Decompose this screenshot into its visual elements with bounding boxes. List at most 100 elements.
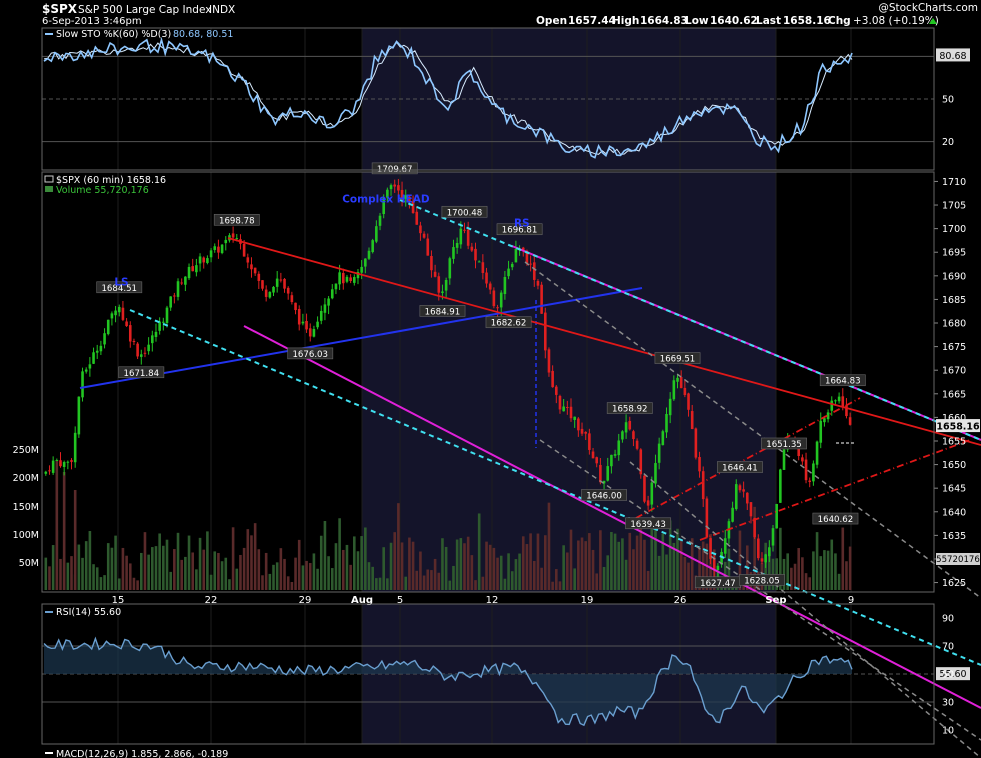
volume-bar	[661, 533, 665, 590]
candle-body	[257, 273, 261, 281]
volume-bar	[121, 547, 125, 590]
volume-bar	[353, 536, 356, 590]
volume-bar	[217, 552, 220, 590]
volume-last-label: 55720176	[936, 555, 980, 565]
candle-body	[253, 267, 257, 274]
volume-bar	[507, 553, 510, 590]
candle-body	[132, 340, 136, 342]
candle-body	[114, 310, 117, 316]
candle-body	[371, 240, 374, 253]
candle-body	[334, 283, 338, 290]
volume-bar	[426, 569, 430, 590]
y-tick-label: 1660	[942, 413, 966, 424]
volume-bar	[323, 521, 327, 590]
volume-bar	[51, 545, 55, 590]
candle-body	[323, 304, 327, 313]
price-label-box	[739, 574, 785, 586]
price-label-box	[96, 281, 143, 294]
volume-bar	[371, 566, 374, 590]
candle-body	[286, 287, 290, 294]
volume-bar	[242, 547, 246, 590]
volume-bar	[195, 569, 198, 590]
volume-bar	[360, 536, 363, 590]
candle-body	[121, 307, 125, 320]
volume-bar	[389, 542, 393, 590]
candle-body	[551, 370, 554, 388]
volume-bar	[569, 529, 573, 590]
chart-symbol: $SPX	[42, 2, 78, 16]
volume-bar	[477, 513, 481, 590]
volume-bar	[698, 546, 701, 590]
volume-bar	[444, 546, 448, 590]
volume-bar	[250, 535, 253, 590]
candle-body	[613, 454, 617, 456]
candle-body	[676, 377, 679, 382]
volume-bar	[547, 502, 551, 590]
volume-bar	[797, 548, 801, 590]
price-label: 1658.92	[612, 405, 648, 415]
candle-body	[209, 250, 213, 258]
pattern-label: Complex HEAD	[342, 194, 430, 206]
volume-bar	[162, 545, 165, 590]
rsi-last-box	[936, 667, 970, 681]
candle-body	[485, 272, 488, 284]
stoch-tick-label: 20	[942, 137, 954, 148]
volume-bar	[463, 543, 466, 590]
volume-bar	[536, 533, 540, 590]
volume-bar	[562, 545, 565, 590]
volume-bar	[613, 533, 617, 590]
candle-body	[639, 449, 643, 475]
volume-bar	[66, 562, 70, 590]
volume-bar	[848, 546, 852, 590]
x-tick-label: 15	[112, 595, 125, 606]
candle-body	[731, 507, 734, 522]
volume-bar	[110, 547, 114, 590]
candle-body	[88, 364, 92, 369]
volume-tick-label: 150M	[13, 502, 39, 513]
price-label: 1682.62	[491, 319, 527, 329]
candle-body	[845, 405, 848, 417]
volume-bar	[70, 556, 73, 590]
volume-bar	[503, 578, 507, 590]
candle-body	[760, 558, 764, 562]
volume-bar	[224, 557, 228, 590]
volume-bar	[356, 551, 360, 590]
svg-text:Volume 55,720,176: Volume 55,720,176	[56, 185, 149, 196]
volume-bar	[404, 576, 408, 590]
volume-bar	[191, 552, 195, 590]
candle-body	[353, 277, 356, 283]
price-label: 1651.35	[766, 440, 802, 450]
candle-body	[389, 185, 393, 190]
rsi-line	[43, 636, 853, 727]
candle-body	[81, 371, 84, 398]
volume-bar	[455, 539, 459, 590]
candle-body	[470, 246, 474, 251]
candle-body	[632, 431, 635, 440]
candle-body	[823, 418, 826, 423]
svg-text:$SPX (60 min) 1658.16: $SPX (60 min) 1658.16	[56, 175, 166, 186]
price-annotations: 1684.511671.841698.781676.031709.671700.…	[96, 162, 866, 589]
price-label-box	[812, 512, 859, 525]
candle-body	[433, 271, 437, 277]
price-label: 1646.41	[722, 464, 758, 474]
volume-bar	[804, 573, 808, 590]
volume-bar	[268, 573, 272, 590]
volume-bar	[88, 531, 92, 590]
volume-bar	[283, 558, 286, 590]
candle-body	[92, 352, 95, 364]
volume-bar	[345, 544, 349, 590]
y-tick-label: 1710	[942, 177, 966, 188]
candle-body	[536, 280, 540, 286]
candle-body	[562, 406, 565, 412]
rsi-legend: RSI(14) 55.60	[45, 607, 121, 618]
candle-body	[404, 195, 408, 199]
volume-bar	[103, 575, 106, 590]
volume-bar	[364, 527, 367, 590]
candle-body	[768, 547, 771, 557]
candle-body	[466, 229, 470, 246]
candle-body	[375, 226, 378, 242]
candle-body	[830, 400, 834, 411]
volume-bar	[257, 549, 261, 590]
candle-body	[709, 538, 712, 559]
volume-bar	[180, 559, 183, 590]
